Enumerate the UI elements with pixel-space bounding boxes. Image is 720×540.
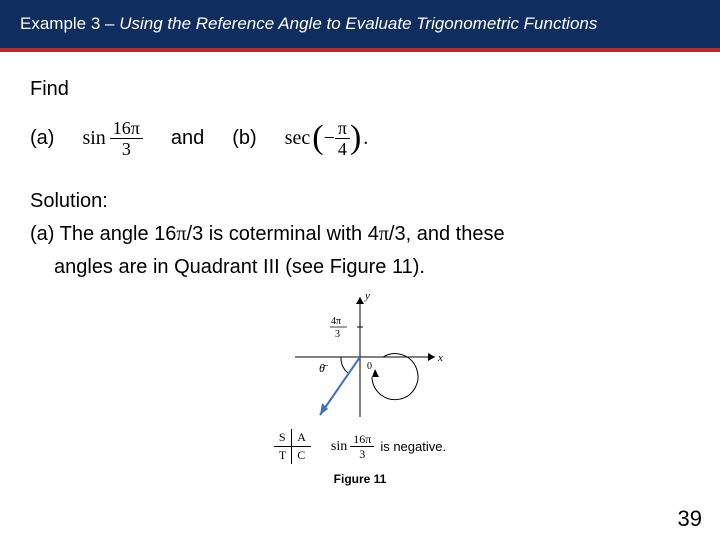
problem-row: (a) sin 16π 3 and (b) sec ( − π 4 ) . [30,119,690,158]
fraction-16pi-3: 16π 3 [110,119,143,158]
right-paren: ) [350,124,361,151]
title-rest: Using the Reference Angle to Evaluate Tr… [119,14,597,33]
solution-line-1: (a) The angle 16π/3 is coterminal with 4… [30,221,690,248]
solution-line-2: angles are in Quadrant III (see Figure 1… [30,254,690,281]
fraction-pi-4: π 4 [335,119,350,158]
theta-bar-label: θ̄ [319,361,328,375]
y-axis-label: y [364,290,370,302]
ytick-den: 3 [335,329,340,340]
and-label: and [171,127,204,150]
caption-fraction: 16π 3 [350,433,374,460]
part-a-label: (a) [30,127,54,150]
page-number: 39 [678,506,702,532]
sin-operator: sin [82,127,105,150]
caption-text: is negative. [380,439,446,454]
part-b-expression: sec ( − π 4 ) . [285,119,369,158]
part-a-expression: sin 16π 3 [82,119,142,158]
figure-caption-row: S A T C sin 16π 3 is negative. [274,429,446,464]
origin-label: 0 [367,361,372,372]
find-label: Find [30,78,690,101]
figure-11-diagram: x y 0 4π 3 θ̄ [275,287,445,427]
left-paren: ( [312,124,323,151]
x-axis-label: x [437,352,443,364]
title-prefix: Example 3 – [20,14,119,33]
figure-label: Figure 11 [334,472,387,486]
ytick-num: 4π [331,316,341,327]
sec-operator: sec [285,127,311,150]
paren-group: ( − π 4 ) [312,119,361,158]
period: . [363,127,368,150]
part-b-label: (b) [232,127,256,150]
astc-grid: S A T C [274,429,311,464]
caption-expression: sin 16π 3 [331,433,374,460]
title-bar: Example 3 – Using the Reference Angle to… [0,0,720,52]
figure-area: x y 0 4π 3 θ̄ S A T C [30,287,690,486]
content-area: Find (a) sin 16π 3 and (b) sec ( − π 4 )… [0,52,720,486]
solution-block: Solution: (a) The angle 16π/3 is cotermi… [30,188,690,281]
minus-sign: − [324,127,335,150]
solution-heading: Solution: [30,188,690,215]
